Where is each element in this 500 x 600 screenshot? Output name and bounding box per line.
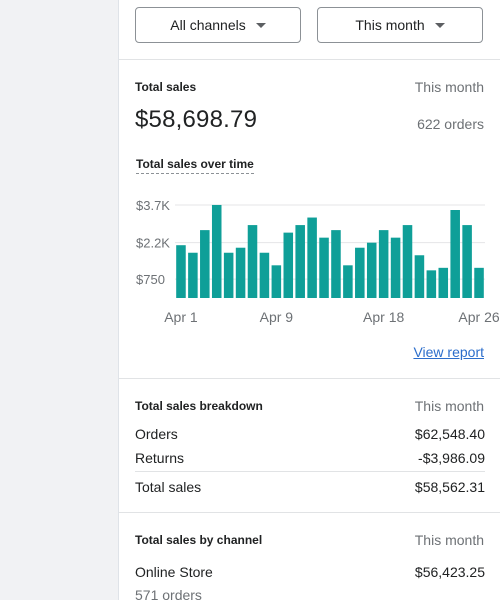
bar-apr-22[interactable] (426, 270, 437, 298)
analytics-panel: All channels This month Total sales This… (118, 0, 500, 600)
by-channel-title: Total sales by channel (135, 533, 263, 547)
breakdown-period: This month (414, 398, 484, 414)
breakdown-divider (135, 471, 485, 472)
bar-apr-11[interactable] (295, 225, 305, 298)
bar-apr-10[interactable] (283, 232, 294, 298)
bar-apr-7[interactable] (247, 225, 258, 298)
channel-name: Online Store (135, 564, 213, 580)
bar-apr-9[interactable] (271, 265, 282, 298)
returns-value: -$3,986.09 (418, 450, 485, 466)
total-sales-title: Total sales (135, 80, 197, 94)
bar-apr-4[interactable] (211, 204, 222, 298)
orders-value: $62,548.40 (414, 426, 485, 442)
total-value: $58,562.31 (414, 479, 485, 495)
channel-filter-button[interactable]: All channels (135, 7, 301, 43)
bar-apr-24[interactable] (450, 210, 460, 298)
bar-apr-18[interactable] (378, 230, 389, 298)
y-tick-label: $750 (136, 272, 165, 287)
total-sales-card (119, 60, 500, 379)
channel-orders: 571 orders (135, 587, 202, 600)
x-tick-label: Apr 1 (164, 309, 198, 325)
y-tick-label: $3.7K (136, 198, 170, 213)
total-sales-period: This month (414, 79, 484, 95)
period-filter-label: This month (355, 17, 425, 33)
bar-apr-2[interactable] (188, 252, 198, 298)
x-tick-label: Apr 26 (458, 309, 499, 325)
period-filter-button[interactable]: This month (317, 7, 483, 43)
returns-label: Returns (135, 450, 185, 466)
bar-apr-13[interactable] (319, 237, 329, 298)
view-report-link[interactable]: View report (413, 344, 484, 360)
breakdown-card (119, 379, 500, 513)
bar-apr-19[interactable] (390, 237, 401, 298)
sales-over-time-chart: $3.7K $2.2K $750 Apr 1 Apr 9 Apr 18 Apr 26 (136, 198, 500, 325)
caret-down-icon (255, 22, 266, 28)
bar-apr-26[interactable] (474, 267, 484, 298)
total-sales-orders: 622 orders (417, 116, 484, 132)
bar-apr-5[interactable] (223, 252, 234, 298)
breakdown-orders-row: Orders $62,548.40 (135, 426, 485, 442)
by-channel-period: This month (414, 532, 484, 548)
bar-apr-12[interactable] (307, 217, 317, 298)
bar-apr-6[interactable] (235, 247, 246, 298)
bar-apr-16[interactable] (355, 247, 365, 298)
chart-title[interactable]: Total sales over time (136, 157, 254, 174)
total-sales-amount: $58,698.79 (135, 106, 258, 133)
bar-apr-25[interactable] (462, 225, 472, 298)
total-label: Total sales (135, 479, 202, 495)
x-tick-label: Apr 18 (363, 309, 404, 325)
bar-apr-23[interactable] (438, 267, 449, 298)
channel-filter-label: All channels (170, 17, 246, 33)
orders-label: Orders (135, 426, 178, 442)
caret-down-icon (434, 22, 445, 28)
x-tick-label: Apr 9 (260, 309, 294, 325)
breakdown-total-row: Total sales $58,562.31 (135, 479, 485, 495)
bar-apr-17[interactable] (366, 242, 377, 298)
bar-apr-20[interactable] (402, 225, 413, 298)
y-tick-label: $2.2K (136, 236, 170, 251)
bar-apr-15[interactable] (343, 265, 353, 298)
breakdown-returns-row: Returns -$3,986.09 (135, 450, 485, 466)
channel-row: Online Store $56,423.25 (135, 564, 485, 580)
bar-apr-3[interactable] (200, 230, 210, 298)
channel-value: $56,423.25 (414, 564, 485, 580)
filter-bar: All channels This month (119, 0, 500, 60)
bar-apr-14[interactable] (331, 230, 341, 298)
bar-apr-21[interactable] (414, 255, 425, 298)
bar-apr-8[interactable] (259, 252, 270, 298)
breakdown-title: Total sales breakdown (135, 399, 263, 413)
bar-apr-1[interactable] (176, 245, 186, 298)
